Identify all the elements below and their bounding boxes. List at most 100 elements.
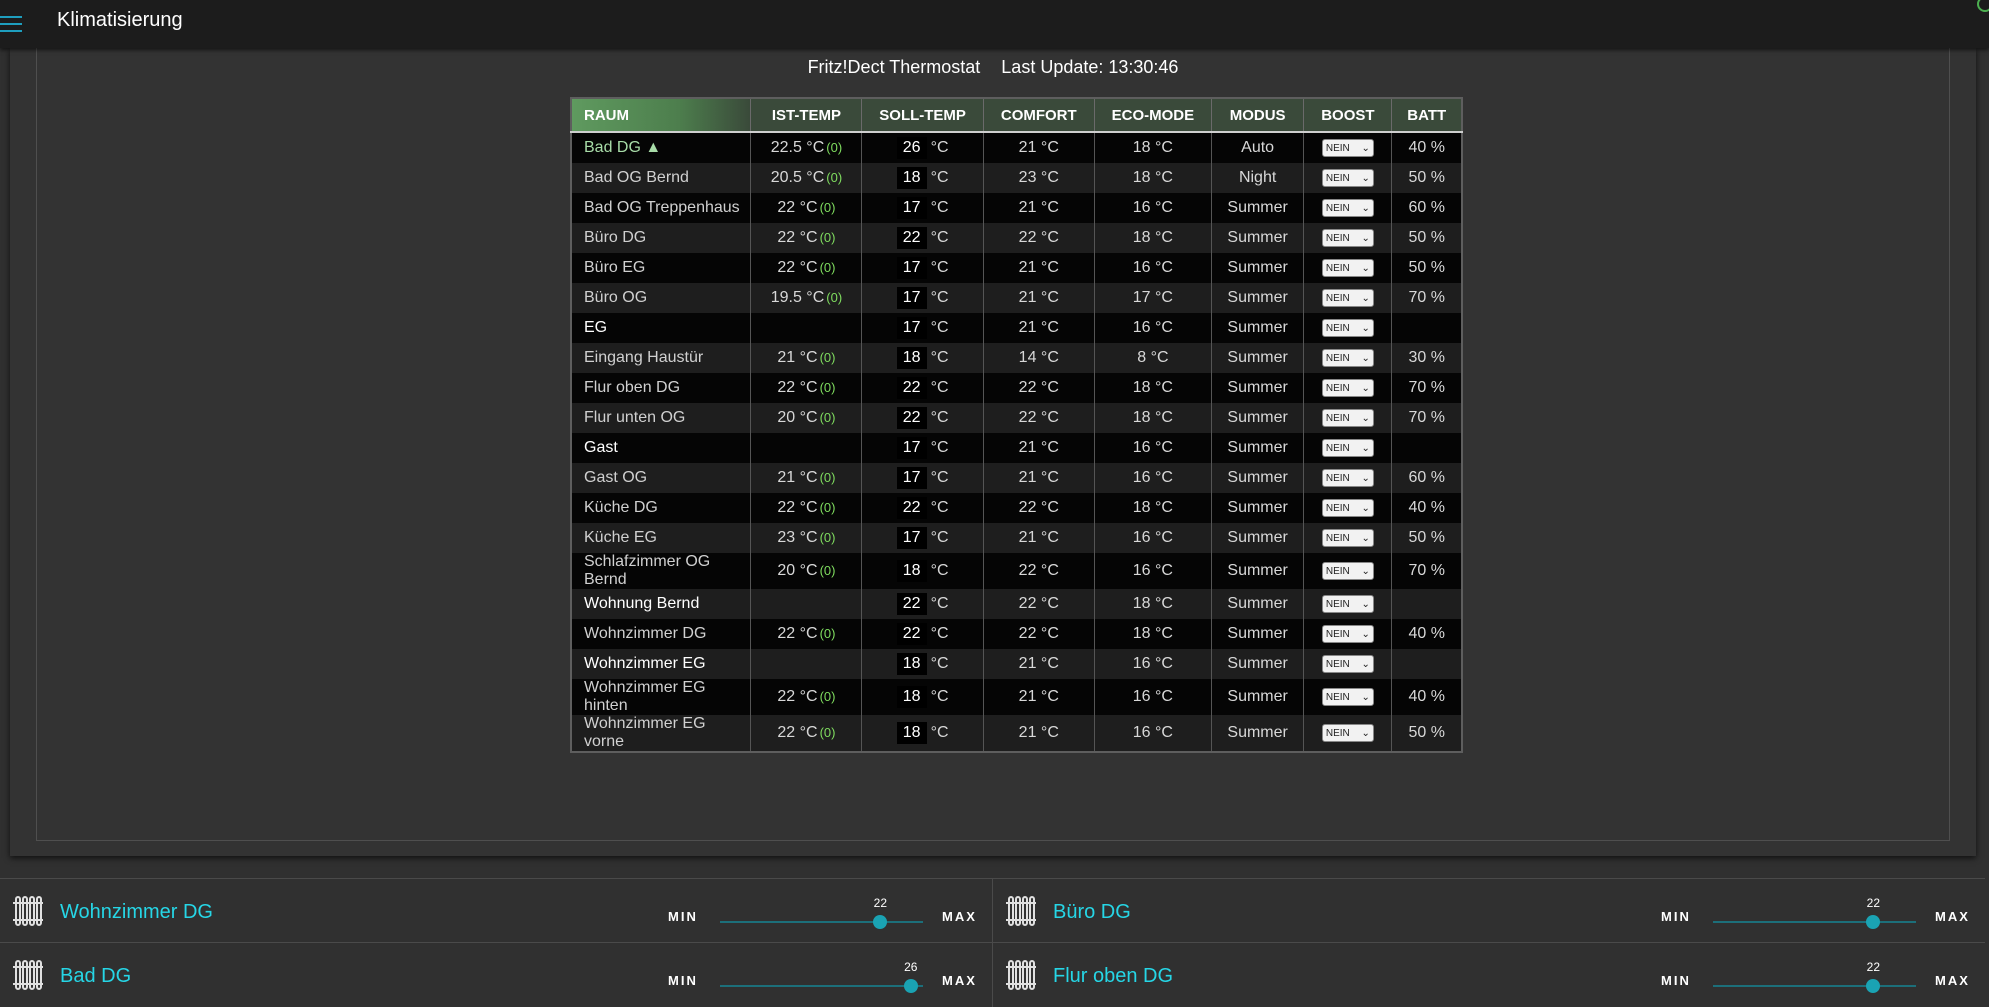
chevron-down-icon: ⌄ <box>1361 382 1370 394</box>
slider-thumb[interactable] <box>873 915 888 929</box>
slider-value: 22 <box>873 896 888 910</box>
boost-select[interactable]: NEIN ⌄ <box>1321 288 1374 307</box>
boost-select[interactable]: NEIN ⌄ <box>1321 561 1374 580</box>
boost-select[interactable]: NEIN ⌄ <box>1321 318 1374 337</box>
menu-icon[interactable] <box>0 12 24 36</box>
boost-select[interactable]: NEIN ⌄ <box>1321 168 1374 187</box>
col-header-batt[interactable]: BATT <box>1391 98 1462 133</box>
tile-name[interactable]: Flur oben DG <box>1053 965 1174 987</box>
col-header-eco-mode[interactable]: ECO-MODE <box>1093 98 1212 133</box>
cell-soll-temp: 17 °C <box>861 523 984 553</box>
slider-thumb[interactable] <box>1866 915 1881 929</box>
cell-raum: Wohnzimmer EG hinten <box>570 679 751 715</box>
col-header-boost[interactable]: BOOST <box>1303 98 1392 133</box>
soll-temp-input[interactable]: 22 <box>896 623 927 645</box>
soll-temp-input[interactable]: 22 <box>896 497 927 519</box>
boost-select[interactable]: NEIN ⌄ <box>1321 723 1374 742</box>
col-header-soll-temp[interactable]: SOLL-TEMP <box>861 98 984 133</box>
ist-temp-value: 22 °C <box>777 229 818 246</box>
boost-select[interactable]: NEIN ⌄ <box>1321 408 1374 427</box>
soll-temp-unit: °C <box>930 199 949 216</box>
soll-temp-input[interactable]: 17 <box>896 257 927 279</box>
cell-soll-temp: 18 °C <box>861 553 984 589</box>
tile-name[interactable]: Wohnzimmer DG <box>60 901 213 923</box>
soll-temp-unit: °C <box>930 259 949 276</box>
boost-select[interactable]: NEIN ⌄ <box>1321 624 1374 643</box>
slider-min-label: MIN <box>1661 973 1691 988</box>
soll-temp-input[interactable]: 22 <box>896 377 927 399</box>
tile-name[interactable]: Bad DG <box>60 965 132 987</box>
cell-modus: Summer <box>1210 433 1304 463</box>
slider-value: 22 <box>1866 896 1881 910</box>
boost-select[interactable]: NEIN ⌄ <box>1321 498 1374 517</box>
boost-select[interactable]: NEIN ⌄ <box>1321 528 1374 547</box>
slider-thumb[interactable] <box>903 979 918 993</box>
boost-select[interactable]: NEIN ⌄ <box>1321 138 1374 157</box>
col-header-raum[interactable]: RAUM <box>570 98 751 133</box>
cell-batt: 40 % <box>1391 132 1462 163</box>
soll-temp-input[interactable]: 18 <box>896 167 927 189</box>
slider-track[interactable] <box>1713 985 1916 987</box>
boost-select[interactable]: NEIN ⌄ <box>1321 198 1374 217</box>
soll-temp-input[interactable]: 17 <box>896 197 927 219</box>
slider-track[interactable] <box>720 921 923 923</box>
cell-comfort: 21 °C <box>982 313 1095 343</box>
tile-name[interactable]: Büro DG <box>1053 901 1131 923</box>
cell-batt: 50 % <box>1391 253 1462 283</box>
chevron-down-icon: ⌄ <box>1361 262 1370 274</box>
cell-raum: Wohnung Bernd <box>570 589 751 619</box>
cell-eco-mode: 18 °C <box>1093 589 1212 619</box>
boost-select[interactable]: NEIN ⌄ <box>1321 594 1374 613</box>
soll-temp-input[interactable]: 17 <box>896 437 927 459</box>
soll-temp-input[interactable]: 18 <box>896 686 927 708</box>
boost-select[interactable]: NEIN ⌄ <box>1321 378 1374 397</box>
ist-temp-count: (0) <box>819 260 836 275</box>
soll-temp-input[interactable]: 22 <box>896 593 927 615</box>
soll-temp-input[interactable]: 17 <box>896 467 927 489</box>
boost-select[interactable]: NEIN ⌄ <box>1321 438 1374 457</box>
soll-temp-input[interactable]: 18 <box>896 653 927 675</box>
col-header-modus[interactable]: MODUS <box>1210 98 1304 133</box>
chevron-down-icon: ⌄ <box>1361 598 1370 610</box>
cell-eco-mode: 16 °C <box>1093 433 1212 463</box>
soll-temp-input[interactable]: 17 <box>896 317 927 339</box>
cell-modus: Summer <box>1210 463 1304 493</box>
cell-boost: NEIN ⌄ <box>1303 223 1392 253</box>
thermostat-table-body: Bad DG ▲ 22.5 °C (0) 26 °C 21 °C 18 °C Auto NEIN… <box>570 132 1462 752</box>
app-title: Klimatisierung <box>57 9 183 31</box>
boost-select[interactable]: NEIN ⌄ <box>1321 228 1374 247</box>
boost-select[interactable]: NEIN ⌄ <box>1321 687 1374 706</box>
cell-batt: 50 % <box>1391 523 1462 553</box>
soll-temp-input[interactable]: 18 <box>896 347 927 369</box>
col-header-comfort[interactable]: COMFORT <box>982 98 1095 133</box>
thermostat-table: RAUM IST-TEMP SOLL-TEMP COMFORT ECO-MODE… <box>570 97 1463 753</box>
radiator-icon <box>12 894 44 928</box>
cell-comfort: 22 °C <box>982 493 1095 523</box>
cell-comfort: 21 °C <box>982 132 1095 163</box>
cell-soll-temp: 18 °C <box>861 649 984 679</box>
soll-temp-input[interactable]: 22 <box>896 407 927 429</box>
soll-temp-input[interactable]: 18 <box>896 722 927 744</box>
boost-select[interactable]: NEIN ⌄ <box>1321 654 1374 673</box>
cell-boost: NEIN ⌄ <box>1303 589 1392 619</box>
boost-select[interactable]: NEIN ⌄ <box>1321 258 1374 277</box>
table-row: Wohnzimmer EG vorne 22 °C (0) 18 °C 21 °C 16 °… <box>570 715 1462 752</box>
boost-select[interactable]: NEIN ⌄ <box>1321 468 1374 487</box>
chevron-down-icon: ⌄ <box>1361 628 1370 640</box>
soll-temp-input[interactable]: 22 <box>896 227 927 249</box>
slider-track[interactable] <box>720 985 923 987</box>
col-header-ist-temp[interactable]: IST-TEMP <box>750 98 862 133</box>
cell-batt <box>1391 589 1462 619</box>
cell-soll-temp: 18 °C <box>861 715 984 752</box>
soll-temp-input[interactable]: 17 <box>896 287 927 309</box>
cell-boost: NEIN ⌄ <box>1303 313 1392 343</box>
slider-track[interactable] <box>1713 921 1916 923</box>
cell-eco-mode: 8 °C <box>1093 343 1212 373</box>
cell-modus: Summer <box>1210 679 1304 715</box>
slider-thumb[interactable] <box>1866 979 1881 993</box>
soll-temp-input[interactable]: 18 <box>896 560 927 582</box>
soll-temp-input[interactable]: 26 <box>896 137 927 159</box>
boost-select[interactable]: NEIN ⌄ <box>1321 348 1374 367</box>
soll-temp-unit: °C <box>930 349 949 366</box>
soll-temp-input[interactable]: 17 <box>896 527 927 549</box>
